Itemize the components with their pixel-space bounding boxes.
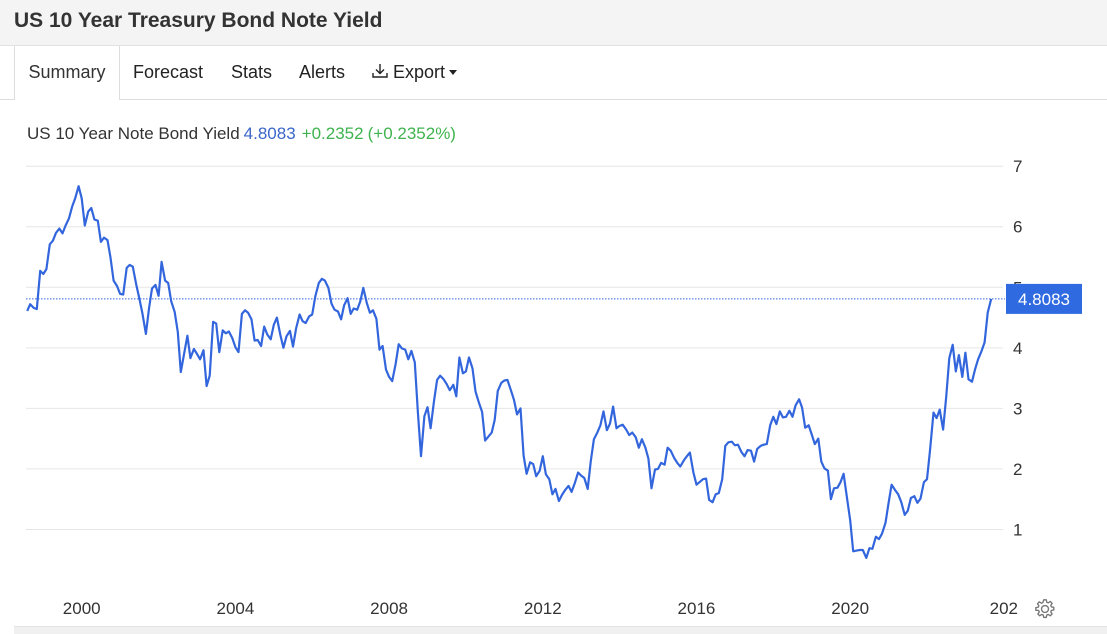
last-value-marker: 4.8083 <box>1006 283 1082 314</box>
last-value-label: 4.8083 <box>1018 290 1070 309</box>
page-title: US 10 Year Treasury Bond Note Yield <box>14 9 383 32</box>
tab-stats[interactable]: Stats <box>231 62 273 82</box>
legend-change: +0.2352 <box>301 124 364 143</box>
tab-export[interactable]: Export <box>371 46 458 100</box>
chevron-down-icon <box>449 70 458 75</box>
x-tick-label: 2004 <box>216 599 254 618</box>
series-line[interactable] <box>26 185 993 559</box>
legend-change-pct: (+0.2352%) <box>367 124 456 143</box>
tab-summary[interactable]: Summary <box>14 46 120 101</box>
last-value-badge <box>1006 283 1082 314</box>
x-tick-label: 2000 <box>63 599 101 618</box>
tab-forecast[interactable]: Forecast <box>133 62 204 82</box>
chart-legend: US 10 Year Note Bond Yield 4.8083 +0.2352(… <box>27 124 456 144</box>
x-axis-ticks: 2000 2004 2008 2012 2016 2020 202 <box>63 599 1018 618</box>
x-tick-label: 2016 <box>678 599 716 618</box>
y-tick-label: 2 <box>1013 460 1022 479</box>
tabs-bar: Summary Forecast Stats Alerts Export <box>0 46 1107 101</box>
legend-series-name: US 10 Year Note Bond Yield <box>27 124 240 143</box>
x-tick-label: 202 <box>990 599 1018 618</box>
legend-value: 4.8083 <box>243 124 296 143</box>
y-tick-label: 3 <box>1013 399 1022 418</box>
y-tick-label: 4 <box>1013 339 1022 358</box>
y-tick-label: 1 <box>1013 520 1022 539</box>
tab-alerts[interactable]: Alerts <box>299 62 346 82</box>
tab-export-label: Export <box>393 62 446 82</box>
x-tick-label: 2012 <box>524 599 562 618</box>
chart-grid <box>26 165 1003 530</box>
page-header: US 10 Year Treasury Bond Note Yield <box>0 0 1107 46</box>
footer-strip <box>14 626 1107 634</box>
y-tick-label: 7 <box>1013 157 1022 176</box>
x-tick-label: 2008 <box>370 599 408 618</box>
x-tick-label: 2020 <box>831 599 869 618</box>
download-icon <box>372 64 388 78</box>
gear-icon[interactable] <box>1034 598 1056 620</box>
y-axis-ticks: 1234567 <box>1013 157 1022 539</box>
y-tick-label: 6 <box>1013 218 1022 237</box>
